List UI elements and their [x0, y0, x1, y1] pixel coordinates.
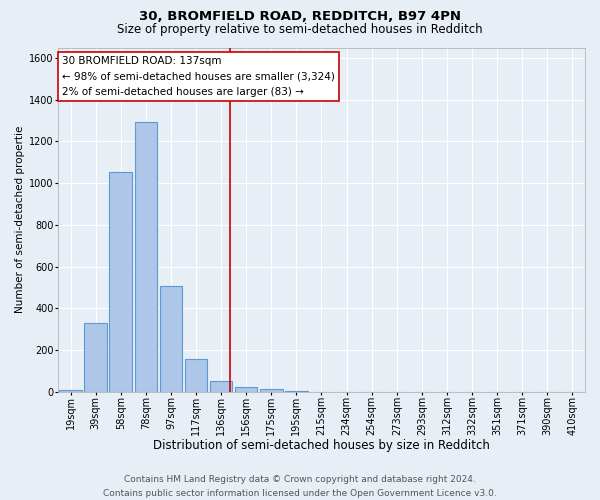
Bar	[210, 382, 232, 392]
Text: 30 BROMFIELD ROAD: 137sqm
← 98% of semi-detached houses are smaller (3,324)
2% o: 30 BROMFIELD ROAD: 137sqm ← 98% of semi-…	[62, 56, 335, 98]
Bar	[109, 172, 132, 392]
Bar	[59, 390, 82, 392]
Text: Contains HM Land Registry data © Crown copyright and database right 2024.
Contai: Contains HM Land Registry data © Crown c…	[103, 476, 497, 498]
Y-axis label: Number of semi-detached propertie: Number of semi-detached propertie	[15, 126, 25, 314]
Bar	[160, 286, 182, 392]
Text: 30, BROMFIELD ROAD, REDDITCH, B97 4PN: 30, BROMFIELD ROAD, REDDITCH, B97 4PN	[139, 10, 461, 23]
Bar	[285, 390, 308, 392]
Bar	[260, 388, 283, 392]
Bar	[185, 360, 207, 392]
Bar	[134, 122, 157, 392]
Text: Size of property relative to semi-detached houses in Redditch: Size of property relative to semi-detach…	[117, 22, 483, 36]
Bar	[85, 323, 107, 392]
Bar	[235, 386, 257, 392]
X-axis label: Distribution of semi-detached houses by size in Redditch: Distribution of semi-detached houses by …	[153, 440, 490, 452]
